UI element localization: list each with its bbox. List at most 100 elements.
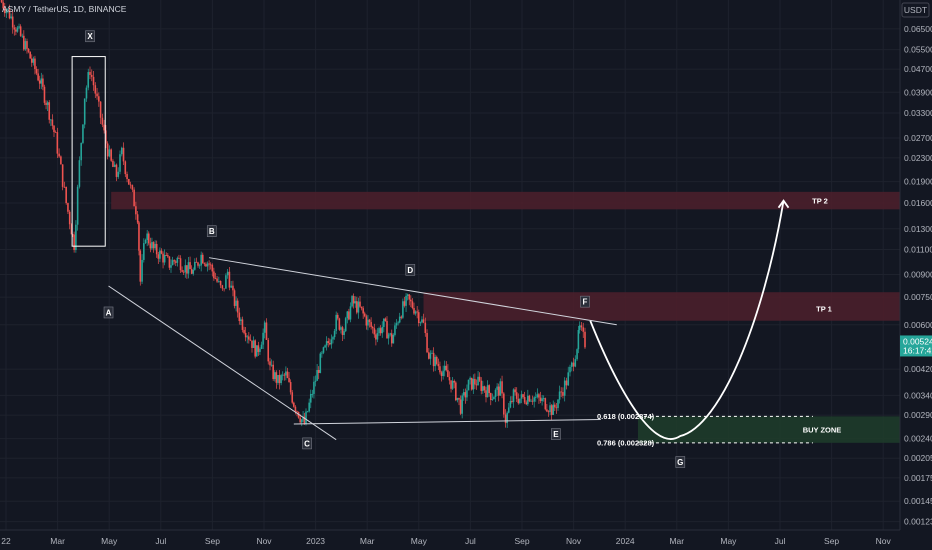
candle-body	[65, 186, 67, 204]
candle-body	[421, 319, 423, 323]
candle-body	[338, 318, 341, 330]
candle-body	[218, 280, 220, 282]
candle-body	[584, 331, 586, 348]
candle-body	[569, 366, 571, 373]
candle-body	[455, 382, 457, 401]
candle-body	[370, 322, 372, 327]
candle-body	[325, 341, 328, 346]
wave-label-box-d	[405, 264, 416, 276]
candle-body	[232, 285, 234, 291]
candle-body	[341, 327, 344, 335]
candle-body	[225, 275, 227, 289]
candle-body	[56, 132, 59, 154]
wave-label-box-c	[302, 437, 312, 450]
candle-body	[321, 352, 323, 354]
candle-body	[216, 278, 218, 282]
currency-label: USDT	[904, 5, 927, 15]
candle-body	[16, 27, 19, 32]
candle-body	[209, 264, 212, 266]
candle-body	[379, 328, 382, 334]
y-tick-label: 0.009000	[904, 269, 932, 279]
y-tick-label: 0.027000	[904, 133, 932, 143]
candle-body	[506, 412, 508, 424]
candle-body	[240, 319, 242, 322]
candle-body	[373, 328, 376, 335]
candle-body	[448, 377, 451, 381]
buy-zone-label: BUY ZONE	[803, 426, 842, 435]
candle-body	[19, 26, 22, 36]
candle-body	[251, 340, 253, 348]
candle-body	[92, 76, 95, 86]
candle-body	[550, 405, 553, 415]
candle-body	[402, 301, 404, 318]
candle-body	[265, 322, 268, 340]
candle-body	[450, 380, 452, 389]
candle-body	[306, 411, 309, 413]
wave-label-f: F	[583, 298, 588, 307]
fib-label-0: 0.618 (0.002874)	[597, 412, 655, 421]
candle-body	[2, 2, 4, 9]
candle-body	[488, 385, 490, 394]
candle-body	[555, 407, 558, 409]
y-tick-label: 0.013000	[904, 224, 932, 234]
candle-body	[60, 156, 62, 165]
candle-body	[138, 222, 140, 251]
candle-body	[203, 263, 206, 265]
candle-body	[136, 214, 139, 223]
currency-badge	[901, 2, 930, 18]
candle-body	[336, 314, 339, 319]
candle-body	[456, 397, 459, 401]
candle-body	[181, 270, 183, 272]
candle-body	[547, 411, 550, 413]
x-tick-label: Sep	[514, 536, 529, 546]
candle-body	[13, 27, 16, 30]
candle-body	[340, 327, 342, 330]
candle-body	[115, 164, 118, 177]
candle-body	[533, 397, 535, 402]
candle-body	[346, 311, 349, 319]
candle-body	[360, 306, 363, 309]
candle-body	[309, 393, 312, 403]
x-tick-label: 2023	[306, 536, 325, 546]
candle-body	[541, 398, 543, 402]
wave-label-box-e	[551, 428, 561, 440]
wave-label-box-f	[580, 295, 590, 308]
candle-body	[367, 319, 369, 326]
last-price-value: 0.005247	[903, 336, 932, 346]
candle-body	[0, 0, 3, 3]
candle-body	[259, 348, 261, 352]
candle-body	[453, 380, 456, 383]
x-tick-label: Mar	[50, 536, 65, 546]
x-tick-label: 22	[1, 536, 11, 546]
candle-body	[160, 250, 163, 254]
y-tick-label: 0.065000	[904, 24, 932, 34]
candle-body	[58, 153, 60, 157]
candle-body	[213, 271, 215, 279]
candle-body	[252, 340, 255, 348]
candle-body	[343, 331, 345, 335]
candle-body	[87, 72, 90, 88]
candle-body	[572, 362, 575, 367]
candle-body	[7, 8, 9, 11]
wave-label-g: G	[677, 458, 683, 467]
candle-body	[110, 149, 112, 161]
x-tick-label: Nov	[566, 536, 582, 546]
candle-body	[580, 325, 583, 328]
tp1-label: TP 1	[816, 304, 832, 313]
candle-body	[117, 171, 120, 177]
candle-body	[10, 16, 12, 19]
candle-body	[61, 164, 64, 187]
candle-body	[519, 398, 521, 404]
candle-body	[159, 250, 161, 259]
candle-body	[285, 371, 287, 376]
candle-body	[363, 313, 366, 317]
candle-body	[351, 296, 353, 307]
candle-body	[475, 384, 478, 386]
candle-body	[8, 8, 11, 19]
candle-body	[451, 380, 454, 389]
candle-body	[198, 265, 201, 267]
candle-body	[504, 414, 507, 424]
candle-body	[126, 174, 128, 180]
